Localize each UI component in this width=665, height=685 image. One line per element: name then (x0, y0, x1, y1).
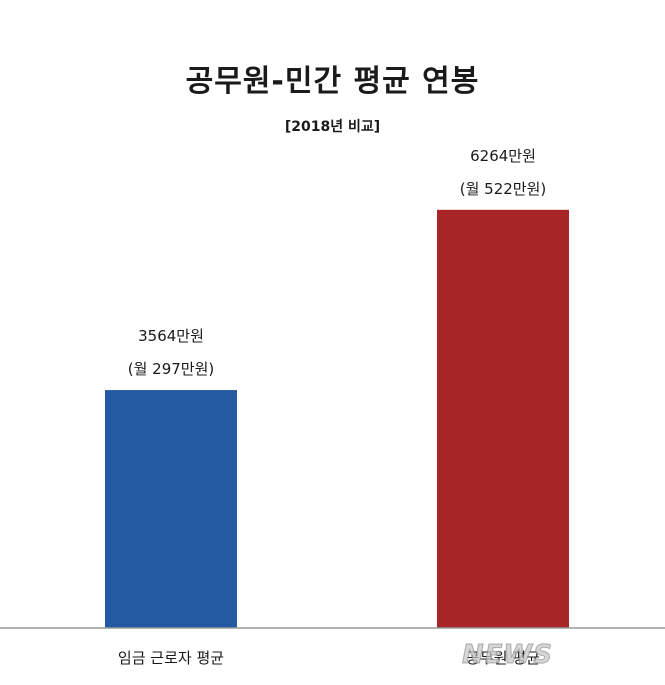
bar-0 (105, 390, 237, 628)
watermark-logo: NEWS (462, 640, 553, 671)
monthly-label-1: (월 522만원) (460, 180, 547, 198)
value-label-0: 3564만원 (138, 327, 204, 345)
value-label-1: 6264만원 (470, 147, 536, 165)
monthly-label-0: (월 297만원) (128, 360, 215, 378)
category-label-1: 공무원 평균 (466, 649, 540, 667)
chart-title: 공무원-민간 평균 연봉 (185, 64, 480, 99)
bar-1 (437, 209, 569, 628)
category-label-0: 임금 근로자 평균 (118, 649, 224, 667)
chart-subtitle: [2018년 비교] (284, 119, 381, 135)
